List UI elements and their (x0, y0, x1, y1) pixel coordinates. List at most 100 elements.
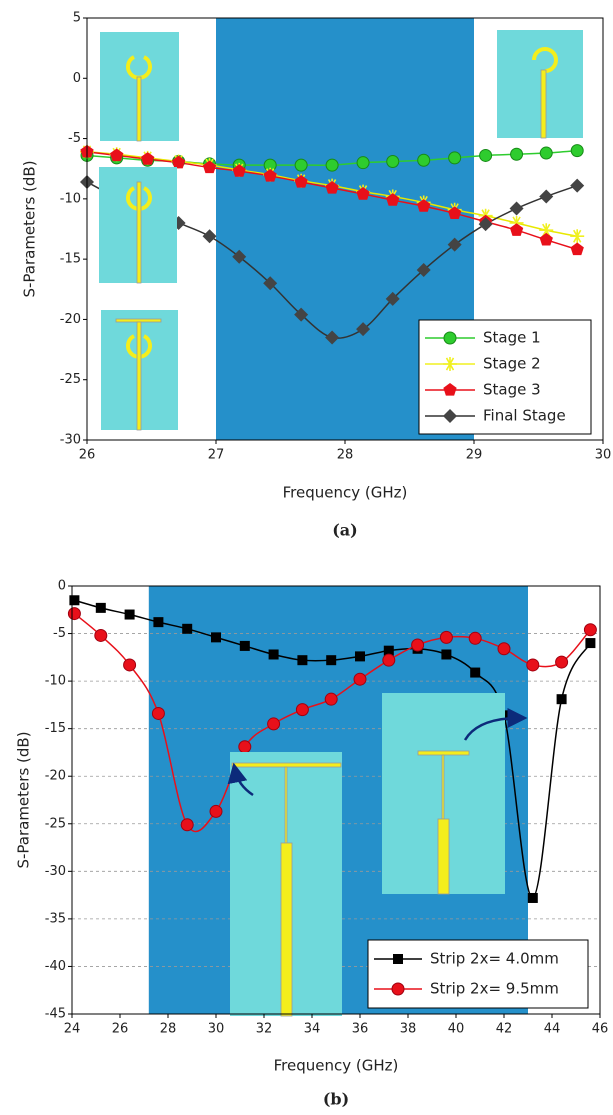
inset-stage-3 (101, 310, 178, 431)
marker (202, 229, 217, 244)
x-tick-label: 28 (337, 448, 354, 463)
marker (439, 630, 453, 644)
marker (123, 658, 137, 672)
marker (202, 160, 217, 174)
marker (386, 154, 400, 168)
marker (326, 655, 337, 666)
marker (95, 602, 106, 613)
marker (94, 628, 108, 642)
marker (151, 706, 165, 720)
y-tick-label: 0 (58, 579, 66, 594)
inset-narrow-strip (382, 693, 505, 895)
y-tick-label: -10 (60, 191, 81, 206)
marker (583, 623, 597, 637)
marker (383, 645, 394, 656)
marker (267, 717, 281, 731)
x-tick-label: 26 (79, 448, 96, 463)
marker (479, 148, 493, 162)
marker (140, 152, 155, 165)
marker (497, 642, 511, 656)
y-tick-label: 0 (73, 71, 81, 86)
legend-label: Stage 3 (483, 381, 541, 399)
marker (153, 617, 164, 628)
marker (539, 232, 553, 246)
marker (509, 223, 524, 236)
marker (124, 609, 135, 620)
plot-frame (71, 585, 601, 1015)
inset-stage-1 (100, 32, 179, 142)
marker (297, 655, 308, 666)
marker (324, 692, 338, 706)
y-tick-label: -20 (45, 769, 66, 784)
marker (510, 147, 524, 161)
marker (539, 146, 553, 160)
marker (356, 187, 370, 200)
marker (556, 694, 567, 705)
legend-marker (393, 954, 403, 964)
legend-marker (443, 383, 457, 396)
y-tick-label: -30 (60, 433, 81, 448)
y-tick-label: -45 (45, 1007, 66, 1022)
marker (468, 631, 482, 645)
y-axis-title: S-Parameters (dB) (21, 160, 39, 297)
marker (232, 164, 246, 177)
marker (555, 655, 569, 669)
arrow (463, 708, 528, 741)
legend-label: Stage 1 (483, 329, 541, 347)
arrow (227, 762, 254, 797)
y-tick-label: -5 (53, 626, 66, 641)
x-tick-label: 28 (160, 1022, 177, 1037)
legend-label: Stage 2 (483, 355, 541, 373)
marker (325, 181, 339, 194)
marker (526, 658, 540, 672)
x-tick-label: 30 (595, 448, 612, 463)
legend-label: Strip 2x= 4.0mm (430, 950, 559, 968)
x-axis-title: Frequency (GHz) (283, 484, 408, 502)
marker (570, 178, 585, 193)
marker (570, 242, 584, 256)
marker (355, 651, 365, 662)
y-tick-label: -25 (60, 372, 81, 387)
marker (209, 804, 223, 818)
y-tick-label: -5 (68, 131, 81, 146)
marker (441, 649, 452, 660)
marker (539, 189, 554, 204)
marker (263, 276, 278, 291)
marker (325, 158, 339, 172)
x-tick-label: 27 (208, 448, 225, 463)
legend-box (367, 939, 589, 1009)
marker (232, 249, 247, 264)
marker (295, 703, 309, 717)
x-tick-label: 46 (592, 1022, 609, 1037)
caption: (a) (332, 521, 358, 540)
marker (238, 740, 252, 754)
marker (263, 168, 277, 182)
legend-marker (443, 357, 457, 371)
marker (585, 638, 596, 649)
legend-marker (391, 982, 405, 996)
legend-marker (443, 331, 457, 345)
marker (356, 322, 371, 337)
x-tick-label: 36 (352, 1022, 369, 1037)
x-tick-label: 24 (64, 1022, 81, 1037)
marker (385, 291, 400, 306)
marker (69, 595, 80, 606)
legend-label: Strip 2x= 9.5mm (430, 980, 559, 998)
marker (448, 151, 462, 165)
marker (570, 229, 585, 244)
caption: (b) (323, 1090, 349, 1109)
series-line (74, 599, 592, 899)
x-tick-label: 26 (112, 1022, 129, 1037)
marker (447, 206, 462, 219)
marker (325, 330, 340, 345)
x-tick-label: 32 (256, 1022, 273, 1037)
y-tick-label: -30 (45, 864, 66, 879)
marker (478, 217, 493, 232)
marker (509, 215, 524, 230)
marker (417, 199, 431, 212)
marker (539, 223, 554, 238)
x-axis-title: Frequency (GHz) (274, 1057, 399, 1075)
marker (411, 638, 425, 652)
